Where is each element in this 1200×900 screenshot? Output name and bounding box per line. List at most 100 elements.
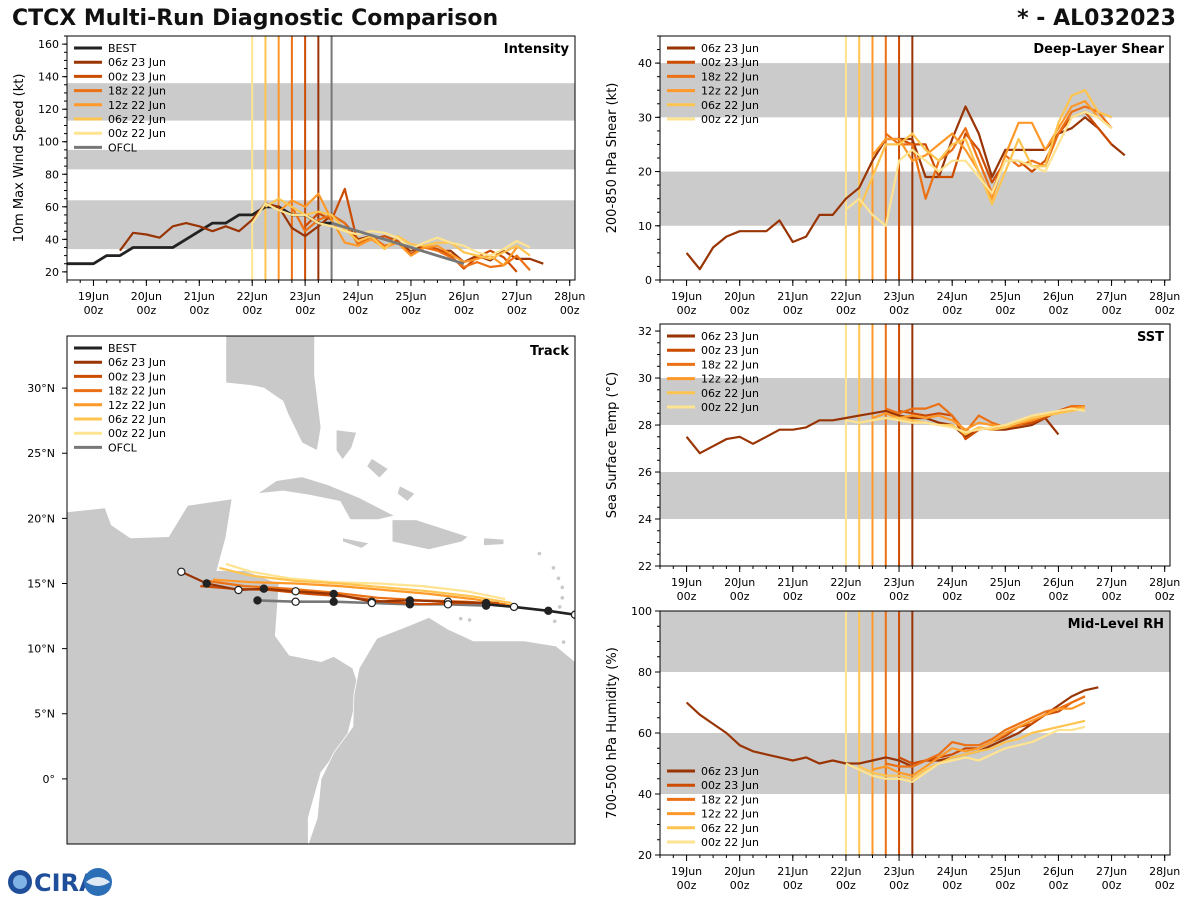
sst-xtick-day: 19Jun — [671, 576, 702, 589]
sst-xtick-hour: 00z — [1049, 590, 1069, 603]
shear-xtick-day: 26Jun — [1043, 290, 1074, 303]
shear-legend-label: 06z 23 Jun — [701, 42, 759, 55]
track-title: Track — [530, 344, 569, 359]
sst-xtick-hour: 00z — [836, 590, 856, 603]
intensity-xtick-hour: 00z — [401, 304, 421, 317]
sst-xtick-hour: 00z — [783, 590, 803, 603]
intensity-xtick-hour: 00z — [560, 304, 580, 317]
island-land — [560, 639, 567, 645]
track-legend-label: 06z 23 Jun — [108, 356, 166, 369]
sst-ytick-label: 26 — [638, 466, 652, 479]
sst-xtick-day: 27Jun — [1096, 576, 1127, 589]
sst-legend-label: 06z 23 Jun — [701, 330, 759, 343]
rh-ylabel: 700-500 hPa Humidity (%) — [605, 647, 620, 819]
rh-xtick-hour: 00z — [1155, 879, 1175, 892]
rh-legend-label: 18z 22 Jun — [701, 793, 759, 806]
intensity-xtick-day: 28Jun — [554, 290, 585, 303]
track-point — [234, 585, 243, 595]
intensity-xtick-hour: 00z — [295, 304, 315, 317]
intensity-band — [67, 149, 575, 170]
shear-xtick-hour: 00z — [677, 304, 697, 317]
shear-ylabel: 200-850 hPa Shear (kt) — [605, 83, 620, 234]
track-line — [212, 578, 512, 607]
rh-legend-label: 06z 23 Jun — [701, 765, 759, 778]
track-legend-label: 00z 22 Jun — [108, 427, 166, 440]
shear-xtick-hour: 00z — [783, 304, 803, 317]
track-legend-label: 00z 23 Jun — [108, 370, 166, 383]
shear-xtick-day: 28Jun — [1149, 290, 1180, 303]
intensity-ytick-label: 160 — [38, 38, 59, 51]
shear-xtick-hour: 00z — [1155, 304, 1175, 317]
intensity-ytick-label: 80 — [45, 168, 59, 181]
shear-series-line — [845, 110, 1113, 227]
sst-title: SST — [1137, 330, 1164, 345]
rh-xtick-day: 22Jun — [830, 865, 861, 878]
rh-title: Mid-Level RH — [1068, 617, 1164, 632]
intensity-xtick-day: 19Jun — [78, 290, 109, 303]
intensity-band — [67, 83, 575, 121]
intensity-series-line — [251, 202, 531, 257]
sst-xtick-day: 25Jun — [990, 576, 1021, 589]
island-land — [557, 604, 563, 610]
rh-xtick-day: 24Jun — [937, 865, 968, 878]
rh-xtick-day: 19Jun — [671, 865, 702, 878]
track-point — [405, 600, 415, 609]
shear-ytick-label: 40 — [638, 57, 652, 70]
sst-xtick-day: 22Jun — [830, 576, 861, 589]
intensity-legend-label: 00z 23 Jun — [108, 70, 166, 83]
intensity-legend-label: 12z 22 Jun — [108, 99, 166, 112]
track-point — [253, 596, 262, 605]
track-line — [485, 603, 575, 616]
intensity-xtick-day: 25Jun — [395, 290, 426, 303]
intensity-title: Intensity — [504, 42, 570, 57]
track-point — [177, 567, 186, 576]
florida-land — [225, 336, 322, 452]
jamaica-land — [342, 537, 371, 549]
shear-xtick-hour: 00z — [836, 304, 856, 317]
track-point — [291, 597, 300, 606]
sst-xtick-day: 21Jun — [777, 576, 808, 589]
shear-xtick-hour: 00z — [995, 304, 1015, 317]
track-line — [219, 566, 512, 605]
intensity-xtick-hour: 00z — [454, 304, 474, 317]
puerto-rico-land — [483, 537, 505, 547]
track-line — [225, 562, 506, 601]
sst-xtick-hour: 00z — [942, 590, 962, 603]
island-land — [552, 618, 558, 624]
sst-xtick-day: 23Jun — [883, 576, 914, 589]
bahamas-land — [335, 429, 358, 461]
shear-band — [660, 171, 1170, 226]
shear-xtick-hour: 00z — [1102, 304, 1122, 317]
shear-xtick-day: 27Jun — [1096, 290, 1127, 303]
track-lat-label: 30°N — [27, 382, 55, 395]
shear-legend-label: 06z 22 Jun — [701, 99, 759, 112]
island-land — [559, 584, 565, 590]
rh-xtick-day: 25Jun — [990, 865, 1021, 878]
track-legend-label: 06z 22 Jun — [108, 413, 166, 426]
intensity-legend-label: 06z 22 Jun — [108, 113, 166, 126]
intensity-xtick-day: 27Jun — [501, 290, 532, 303]
track-point — [367, 598, 376, 608]
track-point — [329, 597, 338, 606]
track-panel: 30°N 25°N 20°N 15°N 10°N 5°N 0° Track — [27, 335, 576, 845]
track-point — [443, 600, 453, 609]
track-lat-label: 15°N — [27, 577, 55, 590]
intensity-ylabel: 10m Max Wind Speed (kt) — [12, 74, 27, 243]
rh-xtick-day: 23Jun — [883, 865, 914, 878]
intensity-legend-label: 00z 22 Jun — [108, 127, 166, 140]
shear-legend-label: 12z 22 Jun — [701, 85, 759, 98]
intensity-xtick-day: 22Jun — [237, 290, 268, 303]
shear-xtick-hour: 00z — [889, 304, 909, 317]
track-legend-label: 12z 22 Jun — [108, 399, 166, 412]
shear-xtick-day: 25Jun — [990, 290, 1021, 303]
bahamas-land — [366, 457, 389, 479]
track-point — [329, 589, 338, 599]
track-point — [259, 584, 269, 593]
intensity-legend-label: OFCL — [108, 141, 138, 154]
shear-legend-label: 18z 22 Jun — [701, 70, 759, 83]
island-land — [458, 616, 464, 622]
intensity-ytick-label: 40 — [45, 233, 59, 246]
track-point — [481, 601, 491, 610]
